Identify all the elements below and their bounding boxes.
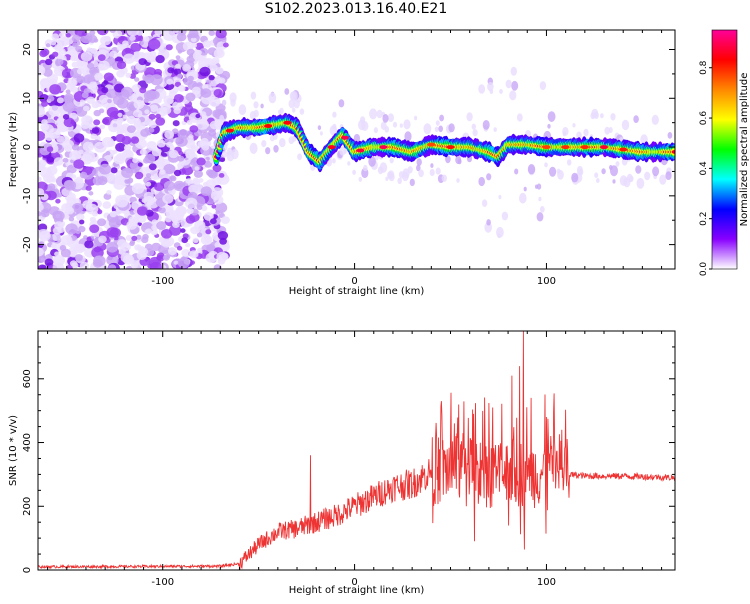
snr-frame	[38, 331, 675, 570]
snr-y-tick-label: 600	[22, 369, 33, 388]
colorbar-tick-label: 0.6	[699, 111, 709, 126]
snr-x-tick-label: -100	[151, 577, 174, 588]
snr-ticks	[38, 331, 675, 570]
colorbar-tick-label: 0.0	[699, 262, 709, 277]
snr-y-tick-label: 400	[22, 433, 33, 452]
snr-x-tick-label: 100	[537, 577, 556, 588]
snr-y-tick-label: 200	[22, 497, 33, 516]
snr-series-line	[38, 331, 675, 570]
colorbar-label: Normalized spectral amplitude	[739, 73, 750, 227]
colorbar-tick-label: 0.4	[699, 161, 709, 176]
spectrogram-image	[32, 25, 677, 273]
spectrogram-x-axis-label: Height of straight line (km)	[289, 286, 425, 297]
spectrogram-x-tick-label: -100	[151, 276, 174, 287]
spectrogram-noise-region	[32, 25, 230, 273]
snr-y-tick-label: 0	[22, 567, 33, 573]
colorbar	[712, 30, 737, 269]
colorbar-tick-label: 0.2	[699, 212, 709, 226]
spectrogram-y-tick-label: 0	[22, 144, 33, 150]
colorbar-tick-label: 0.8	[699, 60, 709, 75]
spectrogram-y-tick-label: 10	[22, 92, 33, 105]
spectrogram-y-tick-label: -20	[22, 236, 33, 252]
spectrogram-y-tick-label: -10	[22, 188, 33, 204]
figure-title: S102.2023.013.16.40.E21	[0, 1, 712, 17]
snr-y-axis-label: SNR (10 * v/v)	[8, 415, 19, 486]
spectrogram-x-tick-label: 100	[537, 276, 556, 287]
spectrogram-y-axis-label: Frequency (Hz)	[8, 112, 19, 188]
spectrogram-y-tick-label: 20	[22, 43, 33, 56]
snr-x-axis-label: Height of straight line (km)	[289, 585, 425, 596]
